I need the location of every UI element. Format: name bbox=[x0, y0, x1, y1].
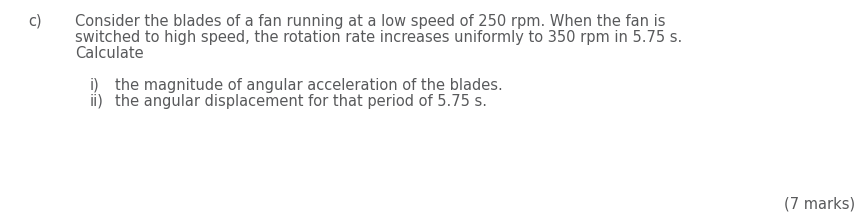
Text: the angular displacement for that period of 5.75 s.: the angular displacement for that period… bbox=[115, 94, 487, 109]
Text: c): c) bbox=[28, 14, 41, 29]
Text: Consider the blades of a fan running at a low speed of 250 rpm. When the fan is: Consider the blades of a fan running at … bbox=[75, 14, 665, 29]
Text: the magnitude of angular acceleration of the blades.: the magnitude of angular acceleration of… bbox=[115, 78, 503, 93]
Text: i): i) bbox=[90, 78, 100, 93]
Text: Calculate: Calculate bbox=[75, 46, 143, 61]
Text: ii): ii) bbox=[90, 94, 104, 109]
Text: switched to high speed, the rotation rate increases uniformly to 350 rpm in 5.75: switched to high speed, the rotation rat… bbox=[75, 30, 683, 45]
Text: (7 marks): (7 marks) bbox=[784, 196, 855, 211]
